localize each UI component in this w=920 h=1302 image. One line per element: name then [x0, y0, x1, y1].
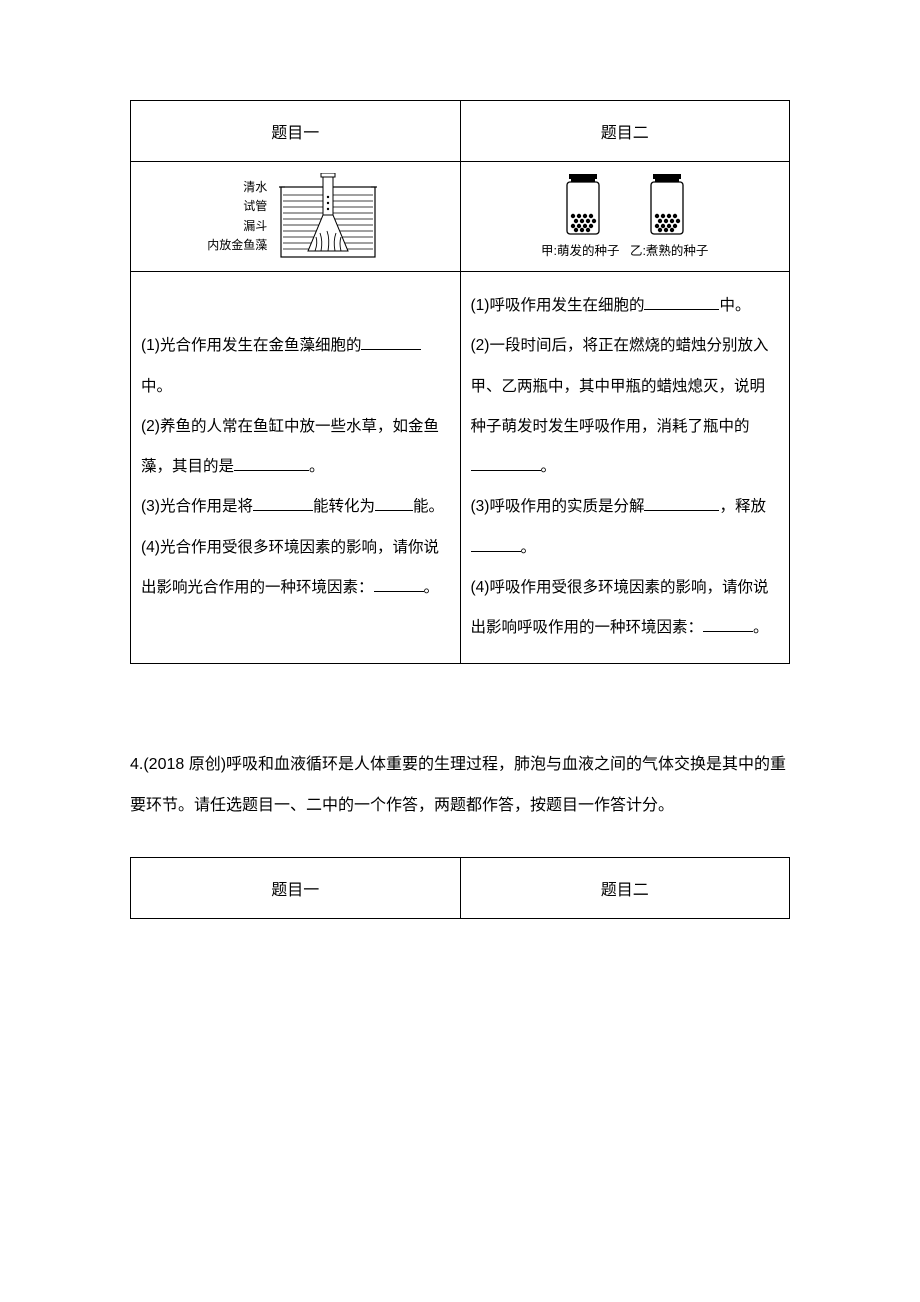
- beaker-icon: [273, 173, 383, 261]
- jar-right-icon: [645, 174, 689, 236]
- blank: [253, 496, 313, 512]
- t1l-q3: (3)光合作用是将能转化为能。: [141, 487, 450, 527]
- blank: [471, 536, 521, 552]
- table1-right-content: (1)呼吸作用发生在细胞的中。 (2)一段时间后，将正在燃烧的蜡烛分别放入甲、乙…: [460, 272, 790, 664]
- blank: [644, 295, 719, 311]
- jar-left-icon: [561, 174, 605, 236]
- jar-labels: 甲:萌发的种子 乙:煮熟的种子: [541, 240, 708, 259]
- blank: [703, 617, 753, 633]
- jar-label-left: 甲:萌发的种子: [541, 244, 619, 258]
- beaker-label-water: 清水: [207, 178, 267, 197]
- t1l-q1: (1)光合作用发生在金鱼藻细胞的中。: [141, 326, 450, 407]
- jar-label-right: 乙:煮熟的种子: [630, 244, 708, 258]
- table2-header-2: 题目二: [460, 857, 790, 918]
- table1-header-2: 题目二: [460, 101, 790, 162]
- t1r-q3: (3)呼吸作用的实质是分解，释放。: [471, 487, 780, 568]
- t1r-q4: (4)呼吸作用受很多环境因素的影响，请你说出影响呼吸作用的一种环境因素：。: [471, 568, 780, 649]
- blank: [644, 496, 719, 512]
- beaker-diagram-cell: 清水 试管 漏斗 内放金鱼藻: [131, 162, 461, 272]
- blank: [234, 456, 309, 472]
- beaker-label-funnel: 漏斗: [207, 217, 267, 236]
- table1-left-content: (1)光合作用发生在金鱼藻细胞的中。 (2)养鱼的人常在鱼缸中放一些水草，如金鱼…: [131, 272, 461, 664]
- question-table-1: 题目一 题目二 清水 试管 漏斗 内放金鱼藻: [130, 100, 790, 664]
- beaker-label-tube: 试管: [207, 197, 267, 216]
- t1r-q2: (2)一段时间后，将正在燃烧的蜡烛分别放入甲、乙两瓶中，其中甲瓶的蜡烛熄灭，说明…: [471, 326, 780, 487]
- table2-header-1: 题目一: [131, 857, 461, 918]
- q4-intro-text: 4.(2018 原创)呼吸和血液循环是人体重要的生理过程，肺泡与血液之间的气体交…: [130, 744, 790, 827]
- blank: [471, 456, 541, 472]
- blank: [375, 496, 413, 512]
- t1l-q2: (2)养鱼的人常在鱼缸中放一些水草，如金鱼藻，其目的是。: [141, 407, 450, 488]
- blank: [374, 577, 424, 593]
- t1r-q1: (1)呼吸作用发生在细胞的中。: [471, 286, 780, 326]
- jars-diagram-cell: 甲:萌发的种子 乙:煮熟的种子: [460, 162, 790, 272]
- question-table-2: 题目一 题目二: [130, 857, 790, 919]
- beaker-labels: 清水 试管 漏斗 内放金鱼藻: [207, 178, 267, 255]
- t1l-q4: (4)光合作用受很多环境因素的影响，请你说出影响光合作用的一种环境因素：。: [141, 528, 450, 609]
- blank: [361, 335, 421, 351]
- table1-header-1: 题目一: [131, 101, 461, 162]
- beaker-label-algae: 内放金鱼藻: [207, 236, 267, 255]
